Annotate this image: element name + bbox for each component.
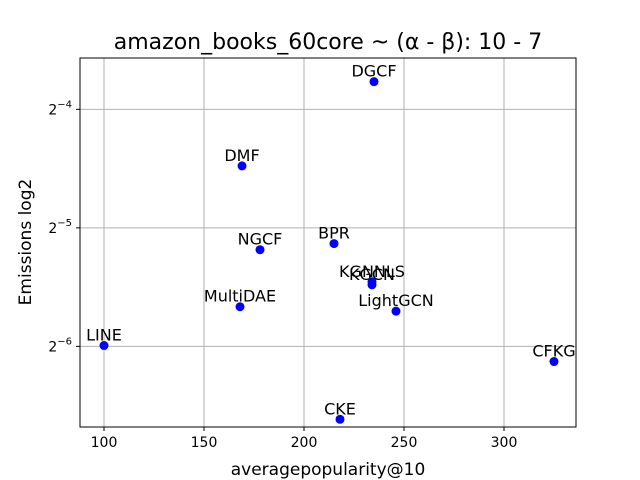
x-tick-label: 100 [91,435,118,451]
x-axis-label: averagepopularity@10 [231,460,426,480]
data-point-dmf [237,161,247,171]
data-point-dgcf [369,77,379,87]
y-tick-label: 2−5 [48,218,72,237]
y-tick-label: 2−6 [48,336,72,355]
point-label-bpr: BPR [318,224,350,243]
point-label-kgcn: KGCN [349,265,395,284]
point-label-ngcf: NGCF [238,230,283,249]
grid-layer [80,58,576,427]
y-tick-base: 2 [48,339,57,355]
y-axis-label: Emissions log2 [16,179,36,306]
y-tick-base: 2 [48,102,57,118]
point-label-kgnnls: KGNNLS [339,262,405,281]
point-label-cke: CKE [324,399,356,418]
x-tick-label: 150 [191,435,218,451]
chart-title: amazon_books_60core ~ (α - β): 10 - 7 [114,30,542,55]
y-tick-label: 2−4 [48,99,72,118]
data-point-multidae [235,302,245,312]
data-point-kgnnls [367,277,377,287]
x-tick-label: 200 [291,435,318,451]
point-label-line: LINE [86,326,122,345]
plot-frame [79,57,577,428]
data-point-cke [335,414,345,424]
point-label-cfkg: CFKG [532,342,575,361]
data-point-ngcf [255,245,265,255]
y-tick-exponent: −5 [57,218,72,229]
data-point-cfkg [549,357,559,367]
y-tick-base: 2 [48,221,57,237]
point-label-multidae: MultiDAE [204,287,276,306]
point-label-lightgcn: LightGCN [358,291,433,310]
point-label-dgcf: DGCF [351,62,396,81]
y-tick-exponent: −6 [57,336,72,347]
data-point-lightgcn [391,306,401,316]
data-point-line [99,341,109,351]
x-tick-label: 250 [391,435,418,451]
x-tick-label: 300 [491,435,518,451]
data-point-bpr [329,239,339,249]
point-label-dmf: DMF [224,146,259,165]
y-tick-exponent: −4 [57,99,72,110]
